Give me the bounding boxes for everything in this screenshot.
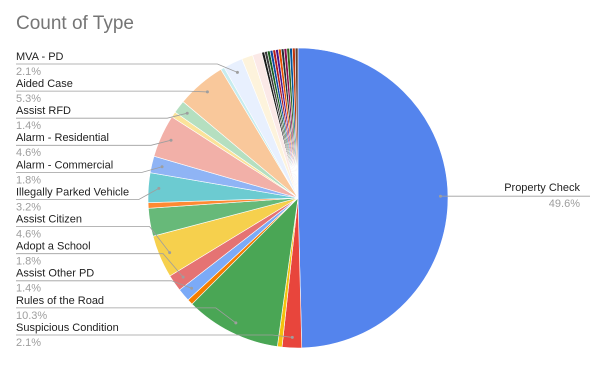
leader-line [16, 139, 172, 146]
leader-line [16, 334, 293, 338]
leader-line [16, 280, 192, 289]
slice-label: Aided Case [16, 78, 73, 90]
chart-title: Count of Type [16, 13, 134, 34]
slice-label: MVA - PD [16, 51, 64, 63]
slice-value-label: 1.8% [16, 174, 41, 186]
slice-label: Assist RFD [16, 105, 71, 117]
leader-dot [181, 275, 185, 279]
leader-line [16, 166, 163, 173]
slice-value-label: 1.4% [16, 120, 41, 132]
slice-label: Adopt a School [16, 241, 91, 253]
slice-value-label: 49.6% [549, 198, 580, 210]
slice-value-label: 4.6% [16, 147, 41, 159]
slice-value-label: 2.1% [16, 337, 41, 349]
leader-line [16, 307, 237, 324]
leader-dot [185, 111, 189, 115]
leader-dot [235, 70, 239, 74]
leader-line [16, 188, 160, 200]
leader-dot [160, 165, 164, 169]
slice-label: Property Check [504, 182, 580, 194]
leader-dot [438, 194, 442, 198]
slice-label: Rules of the Road [16, 295, 104, 307]
leader-dot [169, 138, 173, 142]
leader-line [16, 63, 238, 73]
slice-label: Assist Other PD [16, 268, 94, 280]
leader-line [16, 253, 184, 278]
slice-label: Illegally Parked Vehicle [16, 186, 129, 198]
slice-value-label: 1.8% [16, 256, 41, 268]
leader-dot [168, 251, 172, 255]
slice-label: Alarm - Commercial [16, 159, 113, 171]
slice-label: Assist Citizen [16, 214, 82, 226]
leader-dot [290, 335, 294, 339]
slice-value-label: 3.2% [16, 201, 41, 213]
leader-dot [157, 186, 161, 190]
slice-value-label: 10.3% [16, 310, 47, 322]
leader-dot [234, 321, 238, 325]
slice-value-label: 4.6% [16, 229, 41, 241]
slice-value-label: 2.1% [16, 66, 41, 78]
leader-dot [205, 90, 209, 94]
slice-label: Suspicious Condition [16, 322, 119, 334]
slice-label: Alarm - Residential [16, 132, 109, 144]
slice-value-label: 5.3% [16, 93, 41, 105]
leader-line [16, 112, 188, 119]
leader-dot [190, 286, 194, 290]
pie-slice [294, 47, 299, 199]
slice-value-label: 1.4% [16, 283, 41, 295]
leader-line [16, 226, 170, 253]
leader-line [16, 90, 208, 93]
